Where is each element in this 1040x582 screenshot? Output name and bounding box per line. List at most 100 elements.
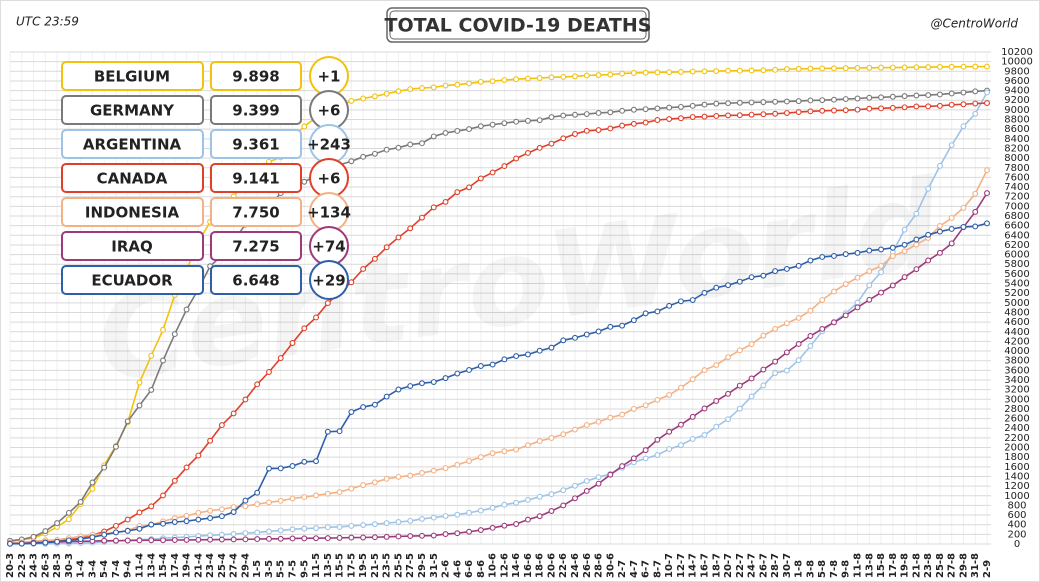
point bbox=[936, 249, 943, 256]
point bbox=[842, 107, 849, 114]
legend-total-box bbox=[210, 61, 302, 91]
point bbox=[889, 282, 896, 289]
point bbox=[524, 516, 531, 523]
point bbox=[313, 458, 319, 465]
point bbox=[984, 220, 990, 227]
y-tick-label: 7800 bbox=[1004, 163, 1029, 174]
point bbox=[713, 100, 720, 107]
x-tick-label: 22-3 bbox=[17, 553, 28, 578]
point bbox=[748, 274, 755, 281]
point bbox=[736, 382, 743, 389]
point bbox=[42, 528, 49, 535]
legend-name: ARGENTINA bbox=[83, 136, 182, 154]
point bbox=[395, 234, 402, 241]
y-tick-label: 5800 bbox=[1004, 259, 1029, 270]
point bbox=[678, 103, 684, 110]
point bbox=[936, 222, 943, 229]
point bbox=[595, 110, 602, 116]
point bbox=[407, 533, 414, 539]
point bbox=[560, 337, 567, 344]
point bbox=[984, 167, 990, 174]
y-tick-label: 6800 bbox=[1004, 211, 1029, 222]
y-tick-label: 5600 bbox=[1004, 269, 1029, 280]
y-tick-label: 5000 bbox=[1004, 298, 1029, 309]
point bbox=[442, 375, 449, 382]
point bbox=[795, 314, 802, 321]
point bbox=[760, 332, 767, 339]
x-tick-label: 7-8 bbox=[829, 560, 840, 578]
point bbox=[948, 101, 955, 108]
point bbox=[642, 455, 649, 462]
point bbox=[619, 463, 626, 470]
point bbox=[160, 357, 166, 364]
point bbox=[819, 326, 826, 332]
y-tick-label: 4400 bbox=[1004, 327, 1029, 338]
point bbox=[854, 274, 861, 281]
point bbox=[878, 289, 885, 296]
point bbox=[913, 236, 920, 243]
point bbox=[854, 64, 861, 71]
point bbox=[466, 367, 473, 373]
y-tick-label: 9600 bbox=[1004, 76, 1029, 87]
point bbox=[466, 80, 473, 87]
x-tick-label: 3-5 bbox=[264, 560, 275, 578]
point bbox=[630, 317, 637, 324]
point bbox=[831, 319, 837, 326]
x-tick-label: 13-8 bbox=[864, 553, 875, 578]
y-tick-label: 7200 bbox=[1004, 192, 1029, 203]
y-tick-label: 1400 bbox=[1004, 471, 1029, 482]
point bbox=[336, 534, 343, 541]
x-tick-label: 13-5 bbox=[323, 553, 334, 578]
y-tick-label: 1200 bbox=[1004, 481, 1029, 492]
legend-total-box bbox=[210, 163, 302, 193]
point bbox=[595, 328, 602, 335]
title-box bbox=[386, 7, 650, 43]
y-tick-label: 3800 bbox=[1004, 356, 1029, 367]
point bbox=[795, 357, 802, 364]
point bbox=[148, 521, 155, 528]
y-tick-label: 6200 bbox=[1004, 240, 1029, 251]
point bbox=[819, 97, 826, 104]
y-tick-label: 4000 bbox=[1004, 346, 1029, 357]
point bbox=[654, 396, 661, 403]
point bbox=[442, 82, 449, 89]
point bbox=[419, 214, 425, 221]
point bbox=[560, 135, 567, 142]
point bbox=[713, 68, 720, 75]
point bbox=[183, 518, 190, 525]
point bbox=[348, 485, 355, 492]
point bbox=[489, 121, 496, 128]
point bbox=[583, 487, 590, 494]
legend-name-box bbox=[61, 61, 204, 91]
y-tick-label: 7000 bbox=[1004, 201, 1029, 212]
point bbox=[242, 530, 249, 537]
point bbox=[419, 380, 425, 387]
point bbox=[889, 244, 896, 251]
legend-change: +243 bbox=[307, 136, 351, 154]
point bbox=[395, 473, 402, 480]
point bbox=[348, 409, 355, 415]
legend-name: GERMANY bbox=[90, 102, 175, 120]
point bbox=[560, 112, 567, 119]
x-tick-label: 29-8 bbox=[958, 553, 969, 578]
y-tick-label: 9200 bbox=[1004, 95, 1029, 106]
point bbox=[795, 65, 802, 72]
x-tick-label: 29-5 bbox=[417, 553, 428, 578]
point bbox=[878, 94, 885, 101]
x-tick-label: 28-3 bbox=[52, 553, 63, 578]
y-tick-label: 5400 bbox=[1004, 279, 1029, 290]
point bbox=[442, 465, 449, 472]
point bbox=[419, 469, 425, 476]
point bbox=[383, 146, 390, 153]
point bbox=[936, 162, 943, 169]
point bbox=[466, 509, 473, 516]
point bbox=[536, 144, 543, 151]
point bbox=[807, 65, 814, 72]
point bbox=[725, 100, 731, 107]
point bbox=[572, 482, 578, 489]
point bbox=[831, 288, 837, 295]
point bbox=[230, 536, 237, 543]
point bbox=[689, 102, 696, 109]
point bbox=[595, 474, 602, 481]
